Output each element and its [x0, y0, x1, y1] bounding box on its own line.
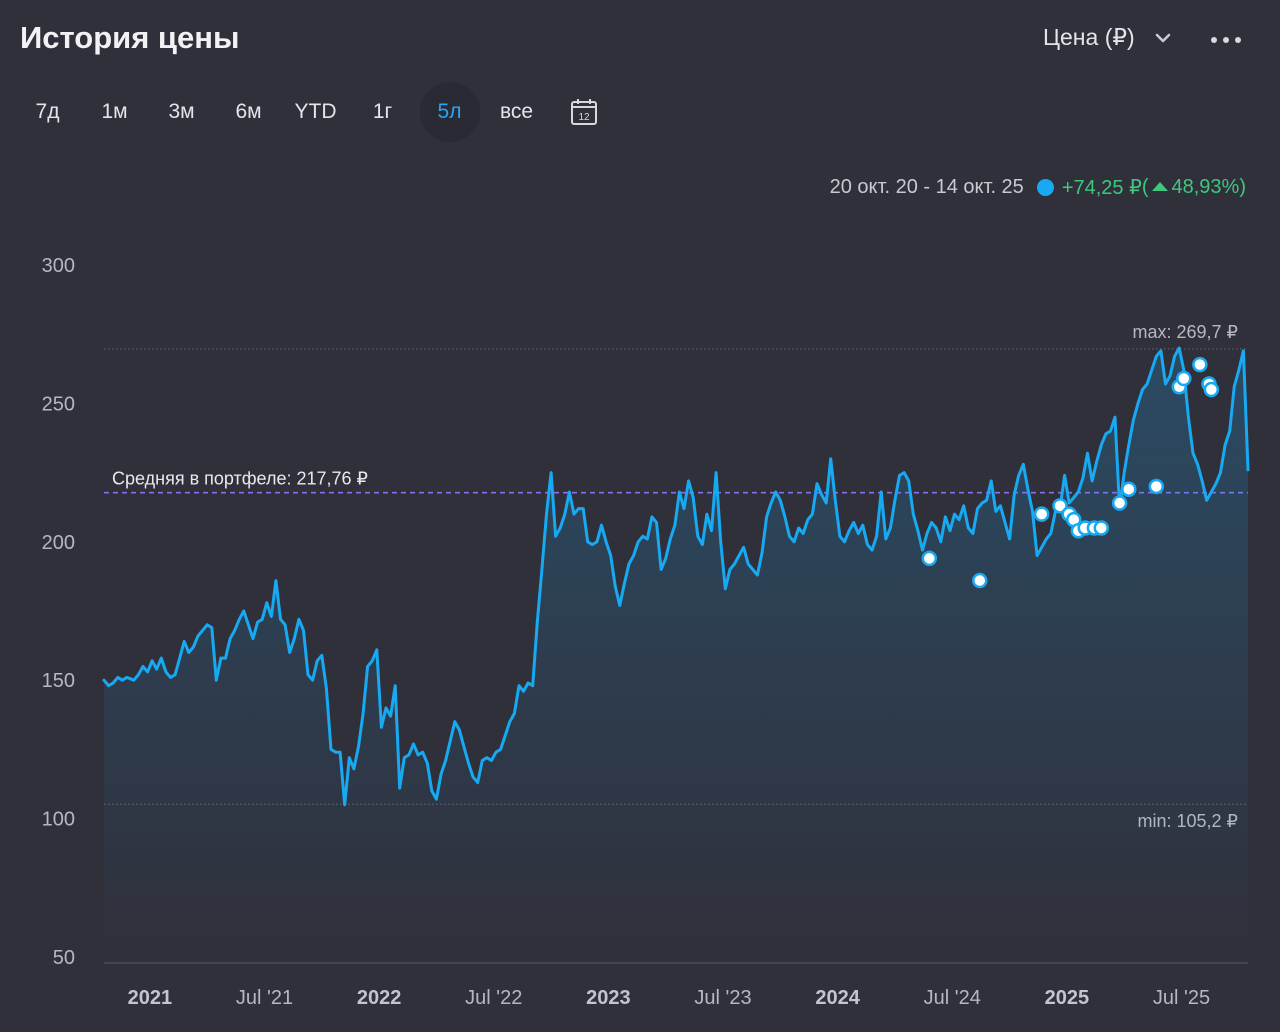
max-label: max: 269,7 ₽ [1132, 322, 1238, 342]
x-tick-label: 2021 [128, 987, 173, 1009]
x-tick-label: Jul '21 [236, 987, 293, 1009]
price-type-label: Цена (₽) [1043, 24, 1135, 50]
y-tick-label: 100 [42, 809, 75, 831]
x-tick-label: 2024 [815, 987, 860, 1009]
price-type-select[interactable]: Цена (₽) [1043, 24, 1171, 51]
x-tick-label: 2022 [357, 987, 402, 1009]
range-selector: 7д 1м 3м 6м YTD 1г 5л все 12 [14, 82, 617, 142]
range-all[interactable]: все [499, 100, 534, 123]
trade-marker[interactable] [1121, 481, 1137, 497]
x-tick-label: Jul '25 [1153, 987, 1210, 1009]
x-tick-label: 2023 [586, 987, 631, 1009]
range-6m[interactable]: 6м [235, 100, 262, 123]
y-tick-label: 300 [42, 255, 75, 277]
trade-marker[interactable] [1203, 381, 1220, 398]
price-area [104, 348, 1248, 957]
range-1y[interactable]: 1г [372, 100, 393, 123]
trade-marker[interactable] [972, 572, 988, 589]
range-7d[interactable]: 7д [35, 100, 60, 123]
x-tick-label: Jul '24 [924, 987, 981, 1009]
trade-marker[interactable] [1033, 506, 1050, 522]
trade-marker[interactable] [1148, 478, 1165, 495]
period-summary: 20 окт. 20 - 14 окт. 25 +74,25 ₽ ( 48,93… [830, 175, 1246, 200]
x-tick-label: Jul '23 [694, 987, 751, 1009]
x-tick-label: Jul '22 [465, 987, 522, 1009]
y-tick-label: 200 [42, 532, 75, 554]
y-tick-label: 250 [42, 393, 75, 415]
trade-marker[interactable] [1192, 356, 1208, 373]
average-label: Средняя в портфеле: 217,76 ₽ [112, 469, 368, 489]
change-absolute: +74,25 ₽ [1061, 177, 1142, 199]
page-title: История цены [20, 20, 240, 55]
range-ytd[interactable]: YTD [294, 100, 337, 123]
svg-text:12: 12 [578, 112, 590, 123]
period-range: 20 окт. 20 - 14 окт. 25 [829, 176, 1024, 198]
range-5y[interactable]: 5л [419, 82, 480, 142]
y-tick-label: 50 [53, 947, 75, 969]
x-tick-label: 2025 [1045, 987, 1090, 1009]
range-1m[interactable]: 1м [101, 100, 128, 123]
change-open-paren: ( [1141, 176, 1149, 198]
range-3m[interactable]: 3м [168, 100, 195, 123]
chevron-down-icon [1155, 32, 1171, 44]
y-tick-label: 150 [42, 670, 75, 692]
triangle-up-icon [1151, 176, 1169, 199]
trade-marker[interactable] [921, 550, 938, 567]
calendar-icon[interactable]: 12 [550, 82, 617, 142]
trade-marker[interactable] [1111, 495, 1128, 511]
change-percent: 48,93%) [1171, 176, 1247, 198]
trade-marker[interactable] [1052, 498, 1068, 514]
more-horizontal-icon[interactable] [1208, 30, 1244, 50]
trade-marker[interactable] [1176, 370, 1192, 387]
series-dot-icon [1036, 179, 1054, 196]
trade-marker[interactable] [1093, 520, 1110, 536]
